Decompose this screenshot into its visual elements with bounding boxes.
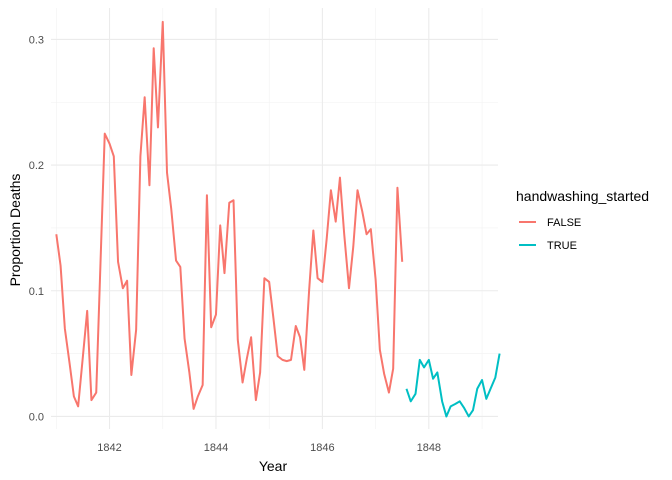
y-tick-label: 0.1	[29, 286, 44, 298]
legend-title: handwashing_started	[516, 188, 649, 204]
grid-minor	[51, 8, 498, 429]
y-tick-label: 0.3	[29, 34, 44, 46]
x-tick-label: 1846	[310, 442, 334, 454]
x-tick-label: 1844	[204, 442, 228, 454]
y-tick-label: 0.0	[29, 411, 44, 423]
series-line-false	[55, 20, 404, 410]
y-axis-ticks: 0.0 0.1 0.2 0.3	[29, 34, 44, 423]
x-tick-label: 1848	[417, 442, 441, 454]
grid-major	[51, 8, 498, 429]
legend-entries: FALSE TRUE	[519, 217, 581, 252]
series-line-true	[405, 353, 501, 418]
y-axis-title: Proportion Deaths	[7, 174, 23, 287]
series-layer	[55, 20, 501, 418]
legend-label-true: TRUE	[547, 240, 577, 252]
x-tick-label: 1842	[97, 442, 121, 454]
y-tick-label: 0.2	[29, 160, 44, 172]
legend: handwashing_started FALSE TRUE	[516, 188, 649, 252]
x-axis-title: Year	[259, 458, 288, 474]
legend-label-false: FALSE	[547, 217, 581, 229]
x-axis-ticks: 1842 1844 1846 1848	[97, 442, 441, 454]
